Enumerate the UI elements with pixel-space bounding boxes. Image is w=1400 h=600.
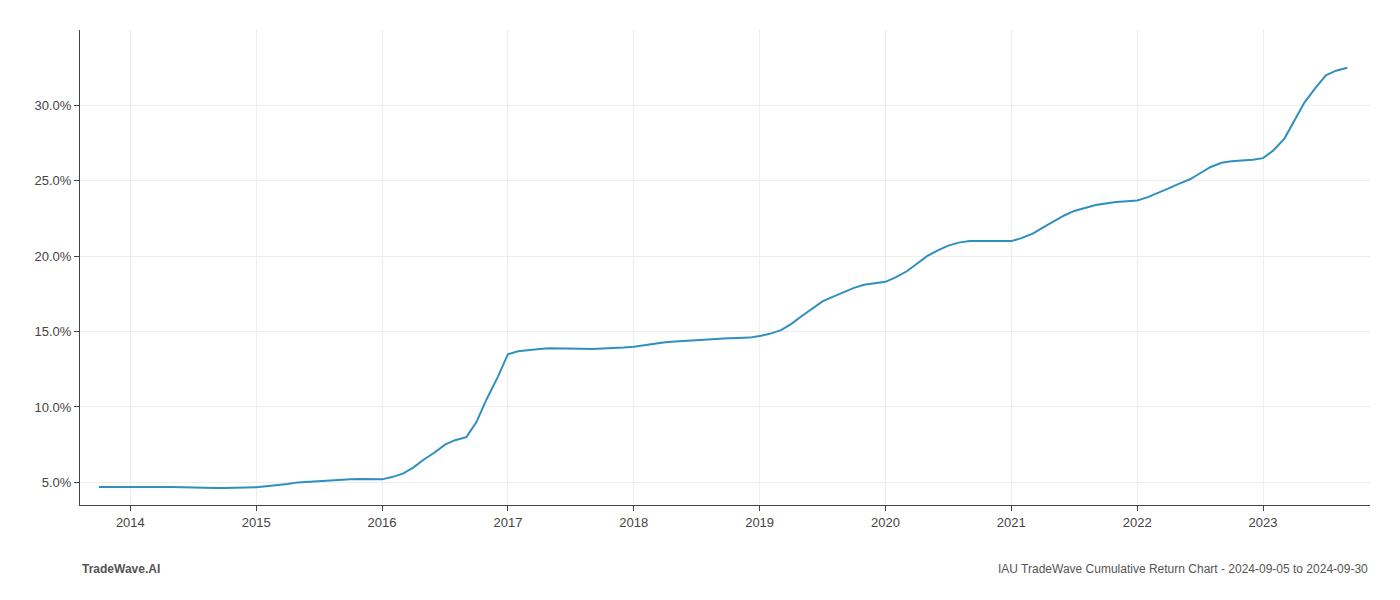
svg-text:2021: 2021 <box>997 515 1026 530</box>
svg-text:15.0%: 15.0% <box>35 324 72 339</box>
svg-text:2014: 2014 <box>116 515 145 530</box>
svg-text:20.0%: 20.0% <box>35 249 72 264</box>
svg-text:25.0%: 25.0% <box>35 173 72 188</box>
svg-text:TradeWave.AI: TradeWave.AI <box>82 562 160 576</box>
svg-text:2022: 2022 <box>1123 515 1152 530</box>
svg-text:30.0%: 30.0% <box>35 98 72 113</box>
svg-text:2018: 2018 <box>619 515 648 530</box>
svg-text:2016: 2016 <box>368 515 397 530</box>
svg-text:2019: 2019 <box>745 515 774 530</box>
svg-text:2020: 2020 <box>871 515 900 530</box>
svg-text:5.0%: 5.0% <box>42 475 72 490</box>
svg-text:IAU TradeWave Cumulative Retur: IAU TradeWave Cumulative Return Chart - … <box>998 562 1368 576</box>
svg-text:2015: 2015 <box>242 515 271 530</box>
svg-text:2023: 2023 <box>1249 515 1278 530</box>
svg-text:10.0%: 10.0% <box>35 400 72 415</box>
svg-text:2017: 2017 <box>493 515 522 530</box>
